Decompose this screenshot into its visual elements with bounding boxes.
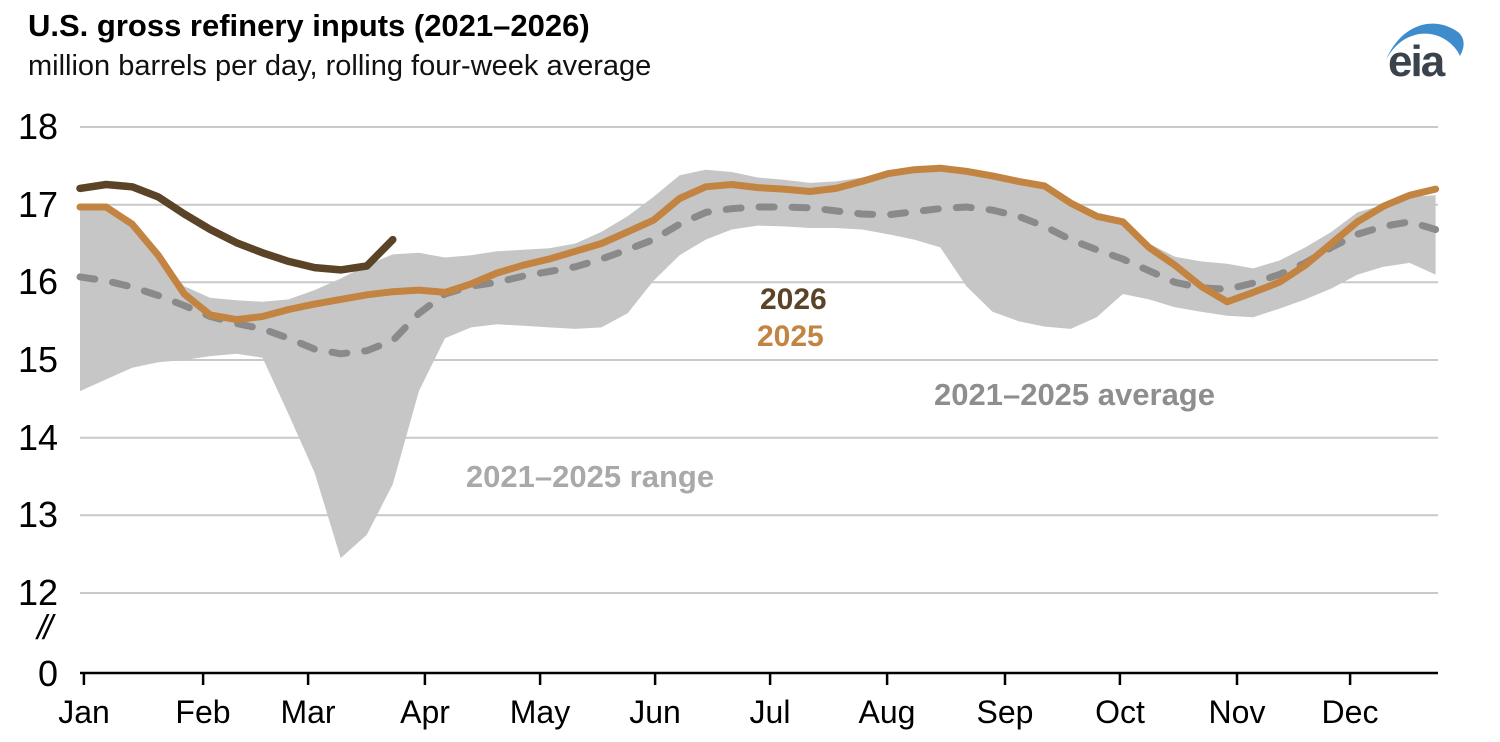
y-tick-label: 13: [17, 494, 58, 535]
x-tick-label-jul: Jul: [749, 694, 791, 730]
x-axis-ticks: [82, 673, 1352, 685]
eia-logo: eia: [1380, 14, 1468, 88]
series-label-range: 2021–2025 range: [465, 459, 715, 494]
y-tick-label: 18: [17, 106, 58, 147]
x-tick-label-sep: Sep: [976, 694, 1034, 730]
y-tick-label: 14: [17, 417, 58, 458]
x-tick-label-nov: Nov: [1208, 694, 1266, 730]
y-tick-label: 15: [17, 339, 58, 380]
line-2025: [76, 164, 1440, 324]
x-tick-label-jan: Jan: [58, 694, 110, 730]
y-axis-break-mark: //: [37, 609, 53, 647]
chart-title: U.S. gross refinery inputs (2021–2026): [28, 8, 590, 43]
range-band-area: [80, 167, 1436, 559]
x-tick-label-aug: Aug: [858, 694, 916, 730]
x-tick-label-apr: Apr: [400, 694, 450, 730]
series-label-average: 2021–2025 average: [934, 377, 1215, 412]
eia-logo-text: eia: [1388, 37, 1445, 86]
x-tick-label-mar: Mar: [280, 694, 336, 730]
x-tick-label-oct: Oct: [1095, 694, 1145, 730]
x-tick-label-may: May: [509, 694, 571, 730]
x-tick-label-dec: Dec: [1321, 694, 1379, 730]
eia-logo-arc-icon: [1386, 23, 1464, 60]
chart-subtitle: million barrels per day, rolling four-we…: [28, 50, 652, 82]
y-tick-label: 12: [17, 572, 58, 613]
y-tick-label: 17: [17, 184, 58, 225]
y-tick-label: 16: [17, 261, 58, 302]
x-tick-label-feb: Feb: [175, 694, 231, 730]
series-label-2026: 2026: [760, 283, 827, 316]
series-label-2025: 2025: [757, 320, 824, 353]
y-axis-zero-label: 0: [37, 653, 58, 694]
x-tick-label-jun: Jun: [629, 694, 681, 730]
line-2026: [76, 180, 397, 274]
